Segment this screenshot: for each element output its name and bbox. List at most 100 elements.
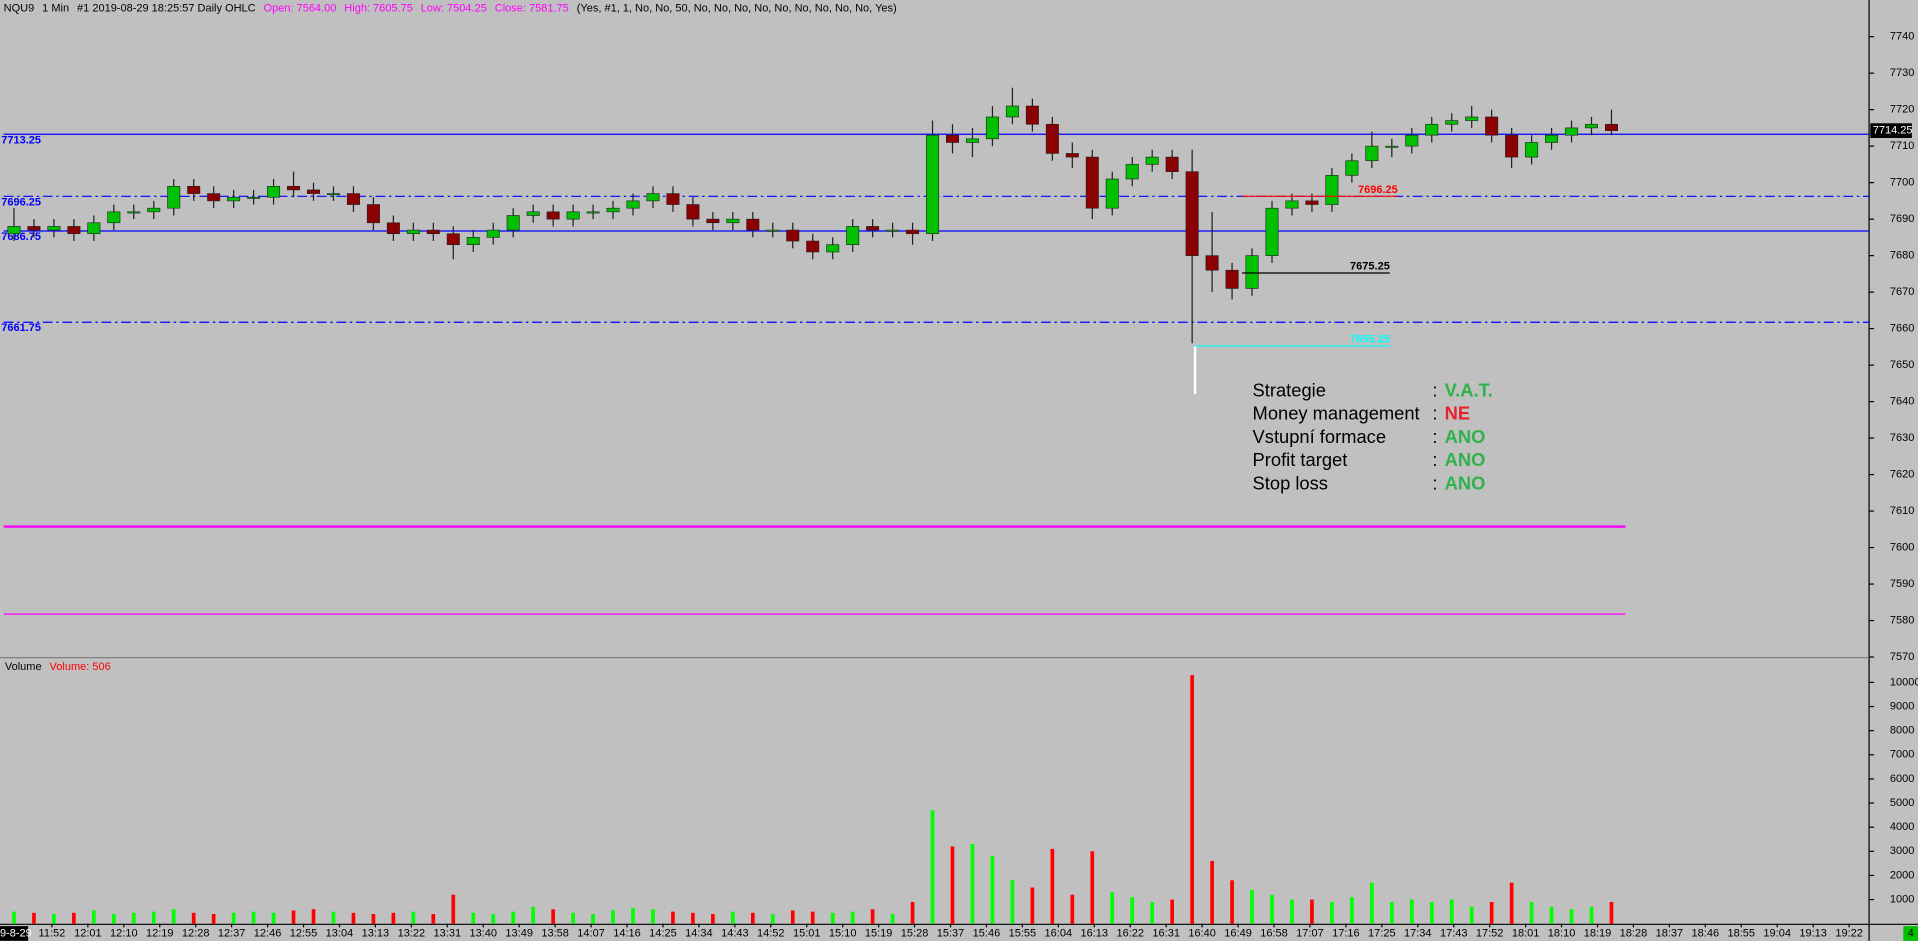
y-tick-label: 7700	[1890, 177, 1914, 189]
candle-body	[1604, 123, 1618, 131]
x-tick-label: 14:52	[757, 927, 785, 939]
x-tick-label: 12:01	[74, 927, 102, 939]
volume-y-tick-label: 5000	[1890, 797, 1914, 809]
candle-body	[766, 229, 780, 232]
volume-y-tick-label: 4000	[1890, 821, 1914, 833]
strategy-sep: :	[1432, 472, 1437, 493]
volume-bar	[1250, 889, 1254, 924]
y-tick-label: 7570	[1890, 651, 1914, 663]
candle-body	[1505, 134, 1519, 158]
candle-body	[386, 222, 400, 235]
date-label-bg	[0, 926, 29, 941]
volume-header: Volume Volume: 506	[5, 661, 111, 673]
x-tick-label: 13:22	[398, 927, 426, 939]
candle-body	[666, 193, 680, 205]
candle-body	[946, 134, 960, 143]
candle-body	[506, 215, 520, 231]
candle-body	[646, 193, 660, 202]
volume-bar	[32, 912, 36, 924]
candle-body	[1405, 134, 1419, 147]
x-tick-label: 16:31	[1152, 927, 1180, 939]
x-tick-label: 13:40	[469, 927, 497, 939]
x-tick-label: 18:10	[1548, 927, 1576, 939]
strategy-value: ANO	[1445, 449, 1486, 470]
candle-body	[1525, 142, 1539, 158]
x-tick-label: 12:28	[182, 927, 210, 939]
volume-title: Volume	[5, 661, 42, 673]
y-tick-label: 7680	[1890, 250, 1914, 262]
candle-body	[1565, 127, 1579, 136]
x-tick-label: 12:46	[254, 927, 282, 939]
volume-bar	[970, 844, 975, 924]
candle-body	[346, 193, 360, 205]
volume-bar	[1370, 882, 1374, 924]
y-tick-label: 7740	[1890, 31, 1914, 43]
daily-high: High: 7605.75	[344, 3, 413, 15]
x-tick-label: 16:22	[1116, 927, 1144, 939]
candle-body	[107, 211, 121, 224]
candle-body	[1285, 200, 1299, 209]
candle-body	[886, 229, 900, 232]
y-tick-label: 7730	[1890, 67, 1914, 79]
x-tick-label: 15:01	[793, 927, 821, 939]
plot: 7570 7580 7590 7600 7610 7620 7630 7640 7650 7660…	[1, 31, 1918, 940]
volume-bar	[691, 912, 695, 924]
candle-body	[1365, 145, 1379, 162]
x-tick-label: 19:22	[1835, 927, 1863, 939]
last-price-label: 7714.25	[1873, 125, 1913, 137]
candle-body	[326, 193, 340, 196]
candle-body	[1245, 255, 1259, 289]
y-tick-label: 7590	[1890, 578, 1914, 590]
y-tick-label: 7710	[1890, 140, 1914, 152]
candle-body	[586, 211, 600, 214]
strategy-sep: :	[1432, 403, 1437, 424]
segment-label: 7696.25	[1358, 184, 1398, 196]
x-tick-label: 18:46	[1692, 927, 1720, 939]
x-tick-label: 15:37	[937, 927, 965, 939]
volume-bar	[131, 912, 136, 924]
x-tick-label: 16:40	[1188, 927, 1216, 939]
volume-bar	[671, 911, 675, 924]
strategy-label: Vstupní formace	[1253, 426, 1386, 447]
daily-close: Close: 7581.75	[495, 3, 569, 15]
segment-label: 7655.25	[1350, 334, 1390, 346]
volume-bar	[1609, 901, 1614, 924]
volume-bar	[1569, 909, 1574, 924]
volume-bar	[950, 846, 955, 924]
volume-bar	[1409, 899, 1414, 924]
volume-bar	[411, 911, 416, 924]
candle-body	[1085, 156, 1099, 209]
x-tick-label: 13:04	[326, 927, 354, 939]
volume-bar	[72, 912, 76, 924]
x-tick-label: 14:43	[721, 927, 749, 939]
volume-bar	[1130, 897, 1135, 924]
x-tick-label: 18:28	[1620, 927, 1648, 939]
candle-body	[1165, 156, 1179, 172]
x-tick-label: 16:49	[1224, 927, 1252, 939]
x-tick-label: 17:34	[1404, 927, 1432, 939]
x-tick-label: 13:49	[505, 927, 533, 939]
daily-low: Low: 7504.25	[421, 3, 487, 15]
candle-body	[1105, 178, 1119, 209]
strategy-value: ANO	[1445, 472, 1486, 493]
daily-open: Open: 7564.00	[264, 3, 337, 15]
candle-body	[87, 222, 101, 235]
volume-bar	[1270, 894, 1274, 924]
candle-body	[466, 237, 480, 245]
y-tick-label: 7720	[1890, 104, 1914, 116]
candle-body	[1305, 200, 1319, 205]
volume-bar	[631, 908, 635, 924]
x-tick-label: 14:07	[577, 927, 605, 939]
candle-body	[227, 196, 241, 202]
candle-body	[846, 226, 860, 245]
volume-bar	[830, 912, 835, 924]
volume-bar	[1290, 899, 1294, 924]
candle-body	[1545, 134, 1559, 143]
volume-bar	[1170, 899, 1174, 924]
x-tick-label: 15:10	[829, 927, 857, 939]
volume-y-tick-label: 10000	[1890, 676, 1918, 688]
candle-body	[1145, 156, 1159, 165]
strategy-label: Profit target	[1253, 449, 1348, 470]
volume-bar	[990, 856, 995, 924]
strategy-value: V.A.T.	[1445, 379, 1493, 400]
